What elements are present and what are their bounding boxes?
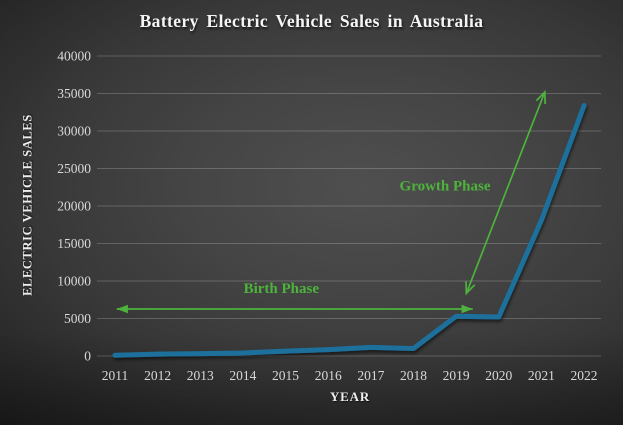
y-tick-label: 10000 — [57, 274, 91, 289]
y-tick-label: 15000 — [57, 236, 91, 251]
sales-line-series — [112, 103, 587, 358]
growth-phase-arrow — [465, 89, 547, 296]
birth-phase-label: Birth Phase — [244, 281, 320, 297]
x-tick-label: 2015 — [272, 368, 299, 383]
chart-title: Battery Electric Vehicle Sales in Austra… — [139, 11, 484, 31]
growth-phase-arrow-line — [465, 91, 546, 294]
sales-line — [112, 103, 587, 358]
y-tick-label: 30000 — [57, 124, 91, 139]
gridlines — [97, 55, 601, 357]
growth-phase-arrowhead-end — [535, 89, 547, 105]
x-tick-label: 2012 — [144, 368, 171, 383]
phase-annotations: Birth Phase Growth Phase — [116, 89, 547, 314]
x-tick-label: 2019 — [443, 368, 470, 383]
x-tick-label: 2022 — [571, 368, 598, 383]
y-tick-label: 25000 — [57, 161, 91, 176]
y-tick-label: 40000 — [57, 49, 91, 64]
x-tick-label: 2016 — [315, 368, 342, 383]
x-tick-label: 2017 — [357, 368, 384, 383]
y-tick-label: 20000 — [57, 199, 91, 214]
x-tick-label: 2020 — [485, 368, 512, 383]
x-tick-label: 2018 — [400, 368, 427, 383]
y-tick-label: 0 — [84, 349, 91, 364]
birth-phase-arrowhead-start — [116, 304, 128, 314]
y-tick-label: 35000 — [57, 86, 91, 101]
x-axis-title: YEAR — [329, 389, 371, 404]
growth-phase-arrowhead-start — [465, 281, 476, 296]
y-axis-title: ELECTRIC VEHICLE SALES — [20, 114, 35, 296]
growth-phase-label: Growth Phase — [400, 178, 491, 194]
x-tick-label: 2014 — [229, 368, 256, 383]
x-axis-tick-labels: 2011 2012 2013 2014 2015 2016 2017 2018 2019 2020… — [102, 368, 598, 383]
x-tick-label: 2011 — [102, 368, 129, 383]
birth-phase-arrow — [116, 304, 473, 314]
y-axis-tick-labels: 0 5000 10000 15000 20000 25000 30000 35000 40000 — [57, 49, 91, 364]
x-tick-label: 2013 — [187, 368, 214, 383]
y-tick-label: 5000 — [64, 311, 91, 326]
x-tick-label: 2021 — [528, 368, 555, 383]
birth-phase-arrowhead-end — [461, 304, 473, 314]
